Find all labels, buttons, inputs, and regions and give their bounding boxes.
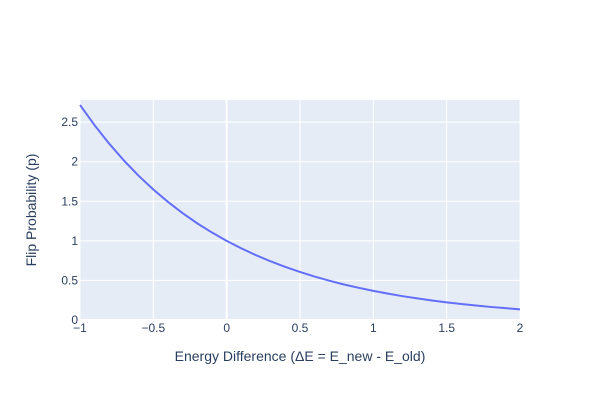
y-tick-label: 2.5 xyxy=(61,115,78,129)
series-line xyxy=(79,104,521,311)
x-tick-label: 1 xyxy=(370,321,377,335)
x-axis-title: Energy Difference (ΔE = E_new - E_old) xyxy=(175,348,426,364)
line-series xyxy=(79,104,521,311)
x-tick-label: 1.5 xyxy=(438,321,455,335)
y-tick-label: 0.5 xyxy=(61,273,78,287)
x-tick-label: −0.5 xyxy=(141,321,165,335)
x-axis-ticks: −1 −0.5 0 0.5 1 1.5 2 xyxy=(73,321,524,335)
y-tick-label: 1 xyxy=(71,234,78,248)
x-tick-label: 0 xyxy=(223,321,230,335)
x-tick-label: 2 xyxy=(517,321,524,335)
y-tick-label: 2 xyxy=(71,155,78,169)
y-tick-label: 1.5 xyxy=(61,194,78,208)
x-tick-label: −1 xyxy=(73,321,87,335)
grid xyxy=(79,100,521,321)
x-tick-label: 0.5 xyxy=(292,321,309,335)
y-tick-label: 0 xyxy=(71,313,78,327)
y-axis-title: Flip Probability (p) xyxy=(23,154,39,267)
y-axis-ticks: 0 0.5 1 1.5 2 2.5 xyxy=(61,115,78,327)
